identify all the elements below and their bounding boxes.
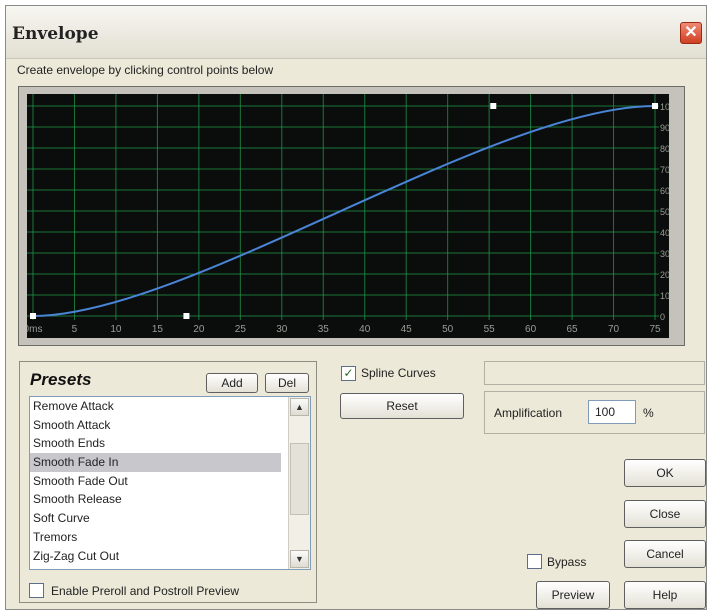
close-window-button[interactable]: ✕ [680,22,702,44]
x-tick-label: 20 [193,324,205,335]
x-tick-label: 40 [359,324,371,335]
presets-list[interactable]: Remove Attack Smooth Attack Smooth Ends Smo… [29,396,311,570]
preset-item[interactable]: Zig-Zag Cut Out [33,548,120,563]
y-tick-label: 10 [660,291,669,301]
delete-preset-button[interactable]: Del [265,373,309,393]
add-preset-button[interactable]: Add [206,373,258,393]
x-tick-label: 5 [72,324,78,335]
y-tick-label: 90 [660,123,669,133]
x-tick-label: 60 [525,324,537,335]
preview-button[interactable]: Preview [536,581,610,609]
y-tick-label: 100 [660,102,669,112]
amplification-panel [484,391,705,434]
x-tick-label: 55 [484,324,496,335]
preroll-checkbox[interactable] [29,583,44,598]
envelope-curve [32,105,656,317]
control-point[interactable] [183,313,190,319]
x-tick-label: 35 [318,324,330,335]
x-tick-label: 75 [649,324,661,335]
control-point[interactable] [30,313,36,319]
preset-item[interactable]: Smooth Release [33,492,122,507]
presets-group: Presets Add Del Remove Attack Smooth Atta… [19,361,317,603]
presets-scrollbar[interactable]: ▲ ▼ [288,397,310,569]
preset-item[interactable]: Tremors [33,529,78,544]
scroll-thumb[interactable] [290,443,309,515]
control-point[interactable] [490,103,497,109]
preroll-label: Enable Preroll and Postroll Preview [51,584,240,598]
presets-items: Remove Attack Smooth Attack Smooth Ends Smo… [30,397,310,565]
x-tick-label: 10 [110,324,122,335]
instruction-text: Create envelope by clicking control poin… [17,63,274,77]
x-tick-label: 15 [152,324,164,335]
y-tick-label: 20 [660,270,669,280]
x-tick-label: 70 [608,324,620,335]
x-tick-label: 45 [401,324,413,335]
envelope-graph-frame: 0ms5101520253035404550556065707510090807… [18,86,685,346]
preset-item[interactable]: Soft Curve [33,511,90,526]
help-button[interactable]: Help [624,581,706,609]
x-tick-label: 0ms [27,324,42,335]
bypass-label: Bypass [547,555,587,569]
amplification-unit: % [643,406,654,420]
window-title: Envelope [12,24,99,44]
y-tick-label: 60 [660,186,669,196]
amplification-label: Amplification [494,406,563,420]
amplification-input[interactable]: 100 [588,400,636,424]
scroll-down-arrow-icon[interactable]: ▼ [290,550,309,568]
x-tick-label: 25 [235,324,247,335]
x-tick-label: 50 [442,324,454,335]
y-tick-label: 0 [660,312,665,322]
y-tick-label: 80 [660,144,669,154]
x-tick-label: 30 [276,324,288,335]
ok-button[interactable]: OK [624,459,706,487]
title-bar: Envelope ✕ [6,6,706,59]
y-tick-label: 70 [660,165,669,175]
y-tick-label: 50 [660,207,669,217]
spline-options-panel [484,361,705,385]
preset-item[interactable]: Smooth Fade In [30,453,281,472]
presets-title: Presets [30,370,92,389]
cancel-button[interactable]: Cancel [624,540,706,568]
preset-item[interactable]: Smooth Attack [33,417,111,432]
control-point[interactable] [652,103,658,109]
spline-curves-label: Spline Curves [361,366,436,380]
reset-button[interactable]: Reset [340,393,464,419]
x-tick-label: 65 [567,324,579,335]
preset-item[interactable]: Smooth Fade Out [33,473,128,488]
y-tick-label: 40 [660,228,669,238]
scroll-up-arrow-icon[interactable]: ▲ [290,398,309,416]
spline-curves-checkbox[interactable]: ✓ [341,366,356,381]
preset-item[interactable]: Remove Attack [33,399,114,413]
envelope-graph[interactable]: 0ms5101520253035404550556065707510090807… [27,94,669,338]
y-tick-label: 30 [660,249,669,259]
preset-item[interactable]: Smooth Ends [33,436,106,451]
envelope-graph-svg[interactable]: 0ms5101520253035404550556065707510090807… [27,94,669,338]
bypass-checkbox[interactable] [527,554,542,569]
close-button[interactable]: Close [624,500,706,528]
